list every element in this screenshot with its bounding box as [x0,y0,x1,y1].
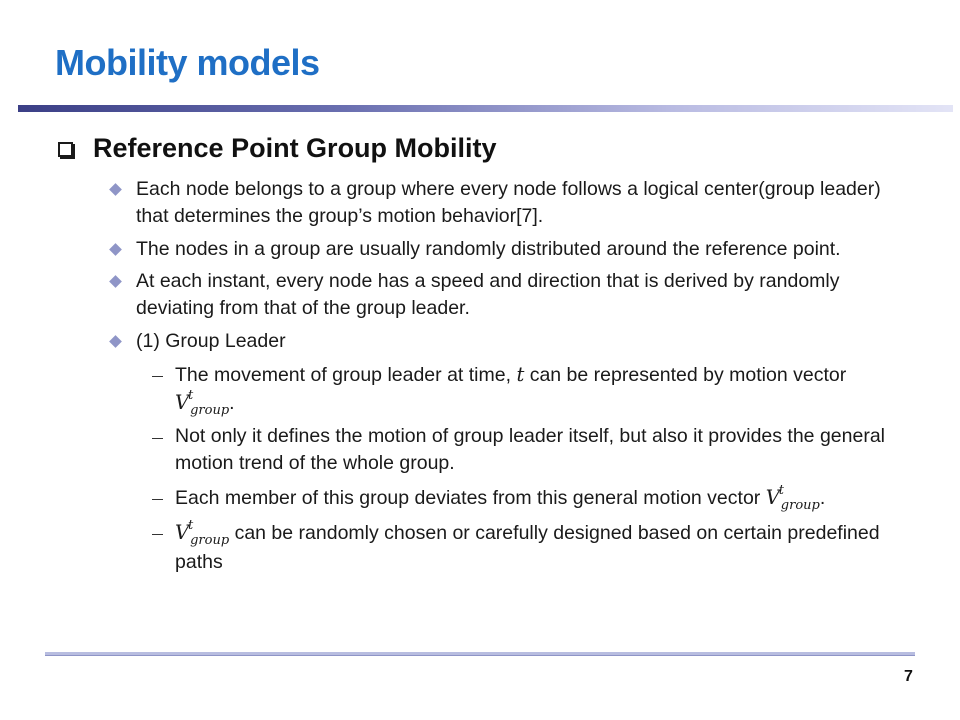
dash-bullet-icon [152,534,163,535]
square-bullet-icon [58,142,73,157]
sub-bullet-text: Each member of this group deviates from … [175,483,826,513]
bullet-item: (1) Group Leader [108,328,908,355]
sub-bullet-text: The movement of group leader at time, t … [175,363,847,418]
bullet-text: At each instant, every node has a speed … [136,270,840,319]
diamond-bullet-icon [109,243,122,256]
bullet-item: The nodes in a group are usually randoml… [108,236,908,263]
sub-bullet-text: Not only it defines the motion of group … [175,425,885,474]
dash-bullet-icon [152,376,163,377]
slide-title: Mobility models [55,42,320,83]
diamond-bullet-icon [109,275,122,288]
sub-bullet-item: Not only it defines the motion of group … [152,423,892,477]
dash-bullet-icon [152,438,163,439]
bullet-text: (1) Group Leader [136,330,286,352]
section-heading-text: Reference Point Group Mobility [93,133,497,163]
sub-bullet-item: The movement of group leader at time, t … [152,361,892,419]
diamond-bullet-icon [109,183,122,196]
footer-divider [45,652,915,656]
sub-bullet-item: Each member of this group deviates from … [152,483,892,514]
bullet-item: Each node belongs to a group where every… [108,176,908,230]
bullet-text: Each node belongs to a group where every… [136,178,881,227]
diamond-bullet-icon [109,335,122,348]
section-heading: Reference Point Group Mobility [58,133,497,164]
page-number: 7 [904,668,913,685]
bullet-text: The nodes in a group are usually randoml… [136,238,841,260]
title-divider [18,105,953,112]
dash-bullet-icon [152,499,163,500]
bullet-item: At each instant, every node has a speed … [108,268,908,322]
time-variable: t [516,363,525,386]
